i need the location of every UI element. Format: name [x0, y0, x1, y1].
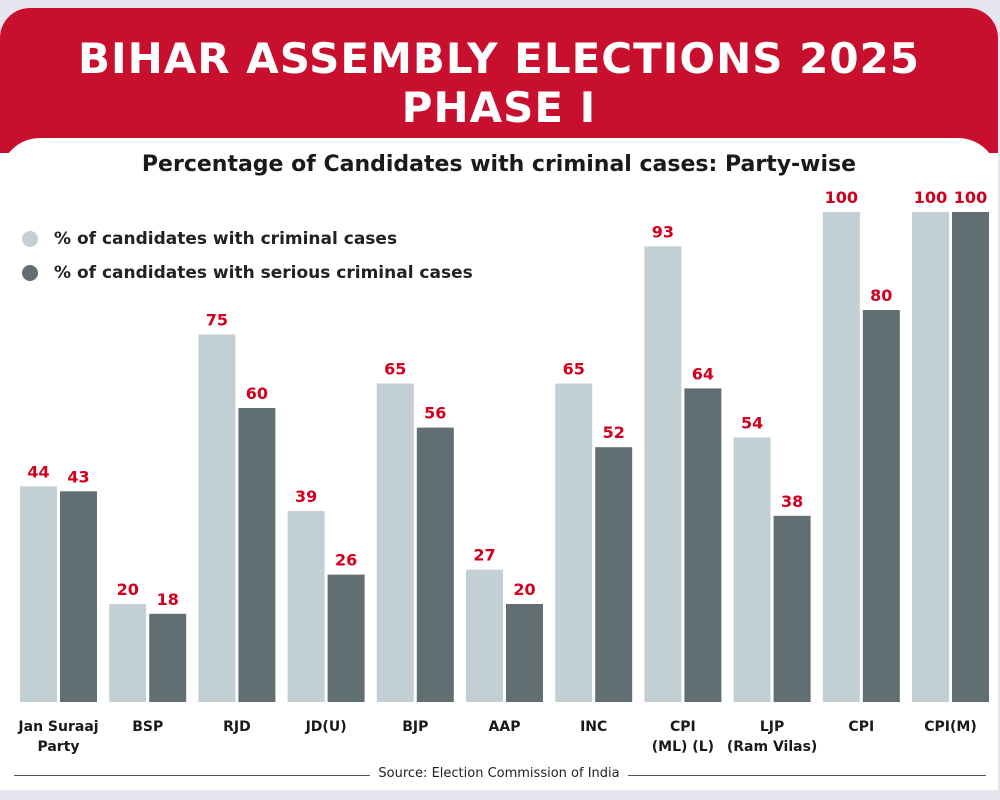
bar-s1-9	[822, 212, 860, 702]
bar-s1-3	[287, 510, 325, 702]
bar-s2-2	[238, 408, 276, 702]
value-label-s1-2: 75	[206, 311, 228, 330]
value-label-s2-6: 52	[603, 423, 625, 442]
value-label-s1-5: 27	[473, 546, 495, 565]
value-label-s1-0: 44	[27, 462, 49, 481]
legend-label-serious: % of candidates with serious criminal ca…	[54, 263, 473, 283]
bar-s2-6	[595, 447, 633, 702]
value-label-s2-9: 80	[870, 286, 892, 305]
value-label-s1-8: 54	[741, 413, 763, 432]
category-label-5-0: AAP	[489, 719, 521, 735]
value-label-s2-3: 26	[335, 551, 357, 570]
value-label-s2-2: 60	[246, 384, 268, 403]
title-banner: BIHAR ASSEMBLY ELECTIONS 2025 PHASE I	[0, 8, 998, 153]
bar-s1-2	[198, 334, 236, 702]
value-label-s1-7: 93	[652, 222, 674, 241]
value-label-s2-4: 56	[424, 404, 446, 423]
value-label-s1-9: 100	[825, 188, 858, 207]
category-label-9-0: CPI	[848, 719, 874, 735]
bar-s2-3	[327, 574, 365, 702]
bar-s2-7	[684, 388, 722, 702]
legend-swatch-dark	[22, 265, 38, 281]
bar-s1-7	[644, 246, 682, 703]
source-note: Source: Election Commission of India	[0, 766, 998, 781]
category-label-2-0: RJD	[223, 719, 251, 735]
category-label-6-0: INC	[580, 719, 607, 735]
bar-s2-5	[506, 604, 543, 702]
bar-s2-9	[862, 310, 900, 702]
source-text: Source: Election Commission of India	[370, 766, 628, 781]
bar-s2-4	[416, 427, 454, 702]
main-title: BIHAR ASSEMBLY ELECTIONS 2025	[78, 34, 920, 83]
value-label-s2-10: 100	[954, 188, 987, 207]
value-label-s1-1: 20	[117, 580, 139, 599]
bar-s1-10	[912, 212, 949, 702]
value-label-s2-5: 20	[513, 580, 535, 599]
category-label-0-0: Jan Suraaj	[17, 719, 98, 735]
bar-s1-4	[376, 383, 414, 702]
bar-s1-8	[733, 437, 771, 702]
category-label-8-0: LJP	[760, 719, 784, 735]
category-label-3-0: JD(U)	[305, 719, 347, 735]
category-label-1-0: BSP	[132, 719, 163, 735]
value-label-s2-1: 18	[157, 590, 179, 609]
bar-s2-8	[773, 515, 811, 702]
value-label-s2-0: 43	[67, 467, 89, 486]
legend-swatch-light	[22, 231, 38, 247]
phase-title: PHASE I	[401, 83, 597, 132]
bar-s2-0	[60, 491, 97, 702]
value-label-s1-6: 65	[563, 360, 585, 379]
value-label-s1-3: 39	[295, 487, 317, 506]
legend-item-criminal: % of candidates with criminal cases	[22, 228, 397, 250]
category-label-7-0: CPI	[670, 719, 696, 735]
bar-s1-0	[20, 486, 57, 702]
category-label-8-1: (Ram Vilas)	[727, 739, 817, 755]
bar-s1-1	[109, 604, 147, 702]
category-label-4-0: BJP	[402, 719, 428, 735]
bar-s2-1	[149, 613, 187, 702]
category-label-10-0: CPI(M)	[924, 719, 976, 735]
legend-label-criminal: % of candidates with criminal cases	[54, 229, 398, 249]
value-label-s1-4: 65	[384, 360, 406, 379]
bar-s1-5	[466, 569, 503, 702]
legend-item-serious: % of candidates with serious criminal ca…	[22, 262, 473, 284]
chart-title: Percentage of Candidates with criminal c…	[141, 152, 857, 177]
value-label-s1-10: 100	[914, 188, 947, 207]
value-label-s2-8: 38	[781, 492, 803, 511]
category-label-0-1: Party	[37, 739, 79, 755]
bar-s2-10	[952, 212, 989, 702]
category-label-7-1: (ML) (L)	[652, 739, 714, 755]
value-label-s2-7: 64	[692, 364, 714, 383]
bar-s1-6	[555, 383, 593, 702]
